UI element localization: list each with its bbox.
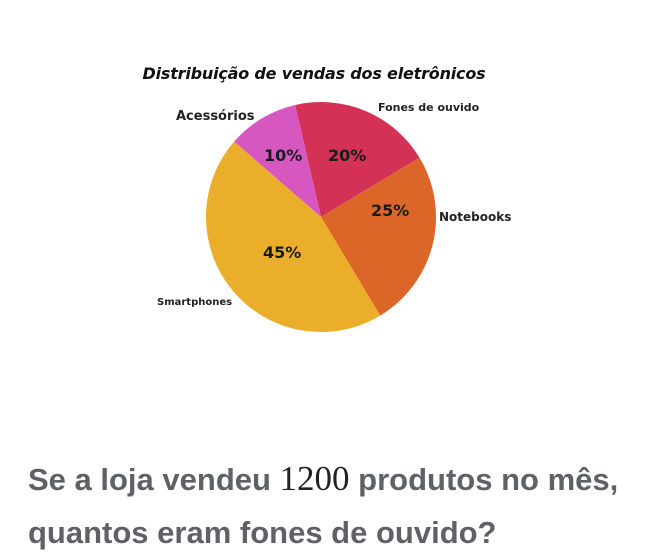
- question-number: 1200: [279, 459, 350, 498]
- pct-notebooks: 25%: [371, 201, 410, 220]
- label-notebooks: Notebooks: [439, 210, 512, 224]
- pct-smartphones: 45%: [263, 243, 302, 262]
- question-part-2: produtos no mês, quantos eram fones de o…: [28, 462, 619, 550]
- question-part-1: Se a loja vendeu: [28, 462, 280, 497]
- pct-fones: 20%: [328, 146, 367, 165]
- chart-title: Distribuição de vendas dos eletrônicos: [142, 64, 486, 83]
- label-smartphones: Smartphones: [157, 297, 233, 308]
- pct-acessorios: 10%: [264, 146, 303, 165]
- label-acessorios: Acessórios: [176, 109, 255, 124]
- slice-acessorios: [234, 104, 321, 217]
- label-fones: Fones de ouvido: [378, 101, 480, 114]
- slice-fones: [295, 102, 420, 217]
- pie-chart: [206, 102, 436, 332]
- slice-smartphones: [206, 141, 381, 332]
- question-text: Se a loja vendeu 1200 produtos no mês, q…: [28, 452, 648, 559]
- slice-notebooks: [321, 157, 436, 316]
